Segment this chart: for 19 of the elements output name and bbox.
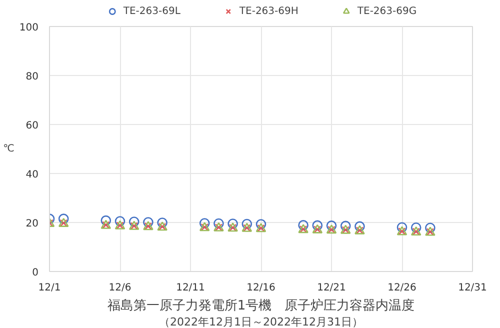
x-tick-label: 12/11 xyxy=(176,282,205,294)
y-tick-label: 80 xyxy=(26,72,39,82)
y-tick-label: 60 xyxy=(26,120,39,132)
x-tick-label: 12/6 xyxy=(108,282,132,294)
x-tick-label: 12/16 xyxy=(246,282,276,294)
y-tick-label: 100 xyxy=(19,22,39,34)
x-tick-label: 12/1 xyxy=(38,282,61,294)
x-tick-label: 12/26 xyxy=(388,282,416,294)
legend-label: TE-263-69H xyxy=(239,6,298,16)
legend-label: TE-263-69L xyxy=(123,6,180,16)
y-axis-title: ℃ xyxy=(3,144,14,154)
y-tick-label: 0 xyxy=(32,268,39,278)
y-tick-label: 40 xyxy=(26,170,39,180)
x-tick-label: 12/21 xyxy=(317,282,346,294)
y-tick-label: 20 xyxy=(26,218,39,230)
legend-label: TE-263-69G xyxy=(357,6,417,16)
text: 福島第一原子力発電所1号機 原子炉圧力容器内温度 xyxy=(107,298,415,314)
x-tick-label: 12/31 xyxy=(458,282,487,294)
text: （2022年12月1日～2022年12月31日） xyxy=(159,316,363,328)
